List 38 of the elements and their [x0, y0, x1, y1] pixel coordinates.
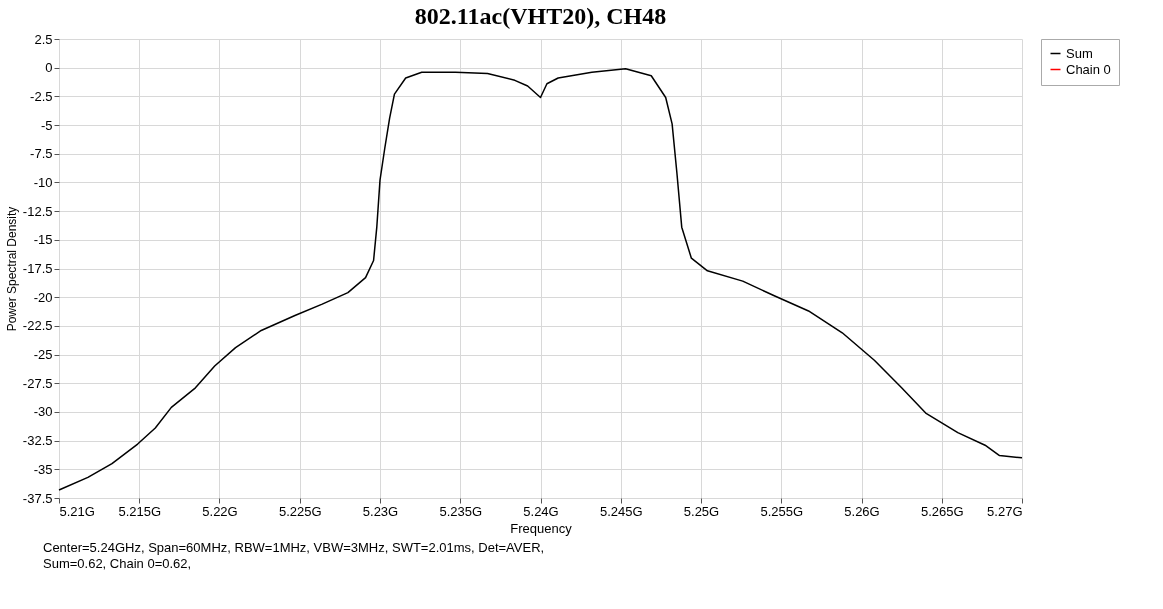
x-tick-label: 5.24G: [523, 503, 559, 519]
y-tick-label: -10: [33, 174, 53, 190]
y-tick-label: -30: [33, 404, 53, 420]
x-tick-label: 5.25G: [683, 503, 720, 519]
line-series: [58, 68, 1023, 491]
x-axis-title: Frequency: [510, 520, 573, 536]
y-tick-label: -7.5: [30, 146, 53, 162]
text: Sum=0.62, Chain 0=0.62,: [43, 556, 192, 571]
x-tick-label: 5.215G: [118, 503, 162, 519]
y-tick-label: -25: [33, 347, 53, 363]
x-tick-label: 5.225G: [278, 503, 322, 519]
x-tick-label: 5.245G: [599, 503, 643, 519]
y-tick-label: -35: [33, 461, 53, 477]
x-tick-label: 5.27G: [987, 503, 1023, 519]
x-tick-label: 5.26G: [844, 503, 880, 519]
y-tick-label: -15: [33, 232, 53, 248]
y-tick-label: 0: [45, 60, 53, 76]
text: Center=5.24GHz, Span=60MHz, RBW=1MHz, VBW=3MHz, SWT=2.01ms, Det=AVER,: [43, 540, 545, 555]
y-tick-label: -17.5: [22, 261, 53, 276]
y-tick-label: -32.5: [22, 433, 53, 449]
legend-label: Chain 0: [1066, 61, 1111, 77]
x-tick-label: 5.235G: [439, 503, 483, 519]
x-tick-label: 5.21G: [59, 503, 95, 519]
x-tick-label: 5.265G: [920, 503, 964, 519]
y-tick-label: -2.5: [30, 88, 53, 104]
x-tick-label: 5.22G: [202, 503, 238, 519]
chart-title: 802.11ac(VHT20), CH48: [414, 3, 667, 29]
y-tick-label: -12.5: [22, 203, 53, 219]
y-tick-label: -20: [33, 289, 53, 305]
y-tick-label: -22.5: [22, 318, 53, 334]
y-tick-label: -27.5: [22, 375, 53, 391]
y-tick-label: 2.5: [34, 31, 53, 47]
y-axis-title: Power Spectral Density: [4, 206, 19, 332]
x-tick-label: 5.255G: [760, 503, 804, 519]
legend-label: Sum: [1066, 45, 1093, 61]
y-tick-label: -37.5: [22, 490, 53, 506]
y-tick-label: -5: [40, 117, 53, 133]
x-tick-label: 5.23G: [362, 503, 399, 519]
